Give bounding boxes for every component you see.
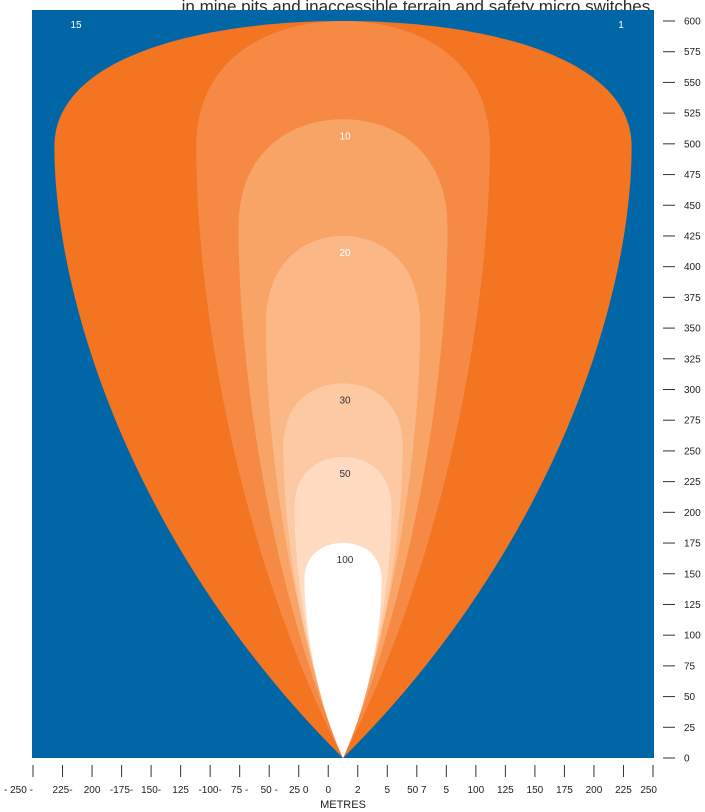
y-tick-label-5: 125 bbox=[684, 600, 701, 611]
y-tick-label-10: 250 bbox=[684, 446, 701, 457]
x-tick-label-21: 250 bbox=[640, 785, 657, 796]
x-tick-label-0: - 250 - bbox=[4, 785, 33, 796]
x-tick-label-1: 225- bbox=[53, 785, 73, 796]
x-tick-label-4: 150- bbox=[141, 785, 161, 796]
y-tick-label-2: 50 bbox=[684, 692, 696, 703]
x-tick-label-17: 150 bbox=[527, 785, 544, 796]
contour-label-6: 100 bbox=[337, 555, 354, 566]
y-tick-label-16: 400 bbox=[684, 262, 701, 273]
y-tick-label-24: 600 bbox=[684, 17, 701, 28]
x-tick-label-7: 75 - bbox=[231, 785, 248, 796]
x-tick-label-16: 125 bbox=[497, 785, 514, 796]
y-tick-label-17: 425 bbox=[684, 231, 701, 242]
x-axis-title: METRES bbox=[320, 799, 366, 811]
x-tick-label-13: 50 7 bbox=[407, 785, 427, 796]
y-axis: 0 25 50 75 100 125 150 175 200 225 250 275 300 325 350… bbox=[663, 17, 701, 765]
x-tick-label-9: 25 0 bbox=[289, 785, 309, 796]
contour-label-3: 20 bbox=[339, 248, 351, 259]
contour-label-2: 10 bbox=[339, 131, 351, 142]
y-tick-label-0: 0 bbox=[684, 754, 690, 765]
y-tick-label-11: 275 bbox=[684, 416, 701, 427]
y-tick-label-6: 150 bbox=[684, 569, 701, 580]
y-tick-label-13: 325 bbox=[684, 354, 701, 365]
y-tick-label-20: 500 bbox=[684, 139, 701, 150]
x-axis: - 250 - 225- 200 -175- 150- 125 -100- 75 - 50 - 2… bbox=[4, 765, 657, 796]
x-tick-label-15: 100 bbox=[468, 785, 485, 796]
x-tick-label-10: 0 bbox=[325, 785, 331, 796]
contour-band-6 bbox=[304, 543, 382, 758]
y-tick-label-1: 25 bbox=[684, 723, 696, 734]
x-tick-label-2: 200 bbox=[84, 785, 101, 796]
x-tick-label-19: 200 bbox=[586, 785, 603, 796]
x-tick-label-8: 50 - bbox=[261, 785, 278, 796]
y-tick-label-7: 175 bbox=[684, 539, 701, 550]
x-tick-label-12: 5 bbox=[385, 785, 391, 796]
y-tick-label-12: 300 bbox=[684, 385, 701, 396]
y-tick-label-21: 525 bbox=[684, 109, 701, 120]
y-tick-label-15: 375 bbox=[684, 293, 701, 304]
coverage-contours bbox=[54, 21, 632, 759]
x-tick-label-5: 125 bbox=[172, 785, 189, 796]
y-tick-label-9: 225 bbox=[684, 477, 701, 488]
y-tick-label-14: 350 bbox=[684, 324, 701, 335]
contour-labels: 15 1 10 20 30 50 100 bbox=[70, 20, 624, 566]
y-tick-label-4: 100 bbox=[684, 631, 701, 642]
contour-label-5: 50 bbox=[339, 469, 351, 480]
y-tick-label-23: 575 bbox=[684, 47, 701, 58]
x-tick-label-14: 5 bbox=[444, 785, 450, 796]
y-tick-label-8: 200 bbox=[684, 508, 701, 519]
x-tick-label-20: 225 bbox=[615, 785, 632, 796]
y-tick-label-19: 475 bbox=[684, 170, 701, 181]
x-tick-label-6: -100- bbox=[198, 785, 221, 796]
contour-label-4: 30 bbox=[339, 395, 351, 406]
contour-label-right-0: 1 bbox=[618, 20, 624, 31]
x-tick-label-11: 2 bbox=[355, 785, 361, 796]
y-tick-label-3: 75 bbox=[684, 661, 696, 672]
y-tick-label-18: 450 bbox=[684, 201, 701, 212]
contour-label-0: 15 bbox=[70, 20, 82, 31]
y-tick-label-22: 550 bbox=[684, 78, 701, 89]
x-tick-label-3: -175- bbox=[110, 785, 133, 796]
x-tick-label-18: 175 bbox=[556, 785, 573, 796]
